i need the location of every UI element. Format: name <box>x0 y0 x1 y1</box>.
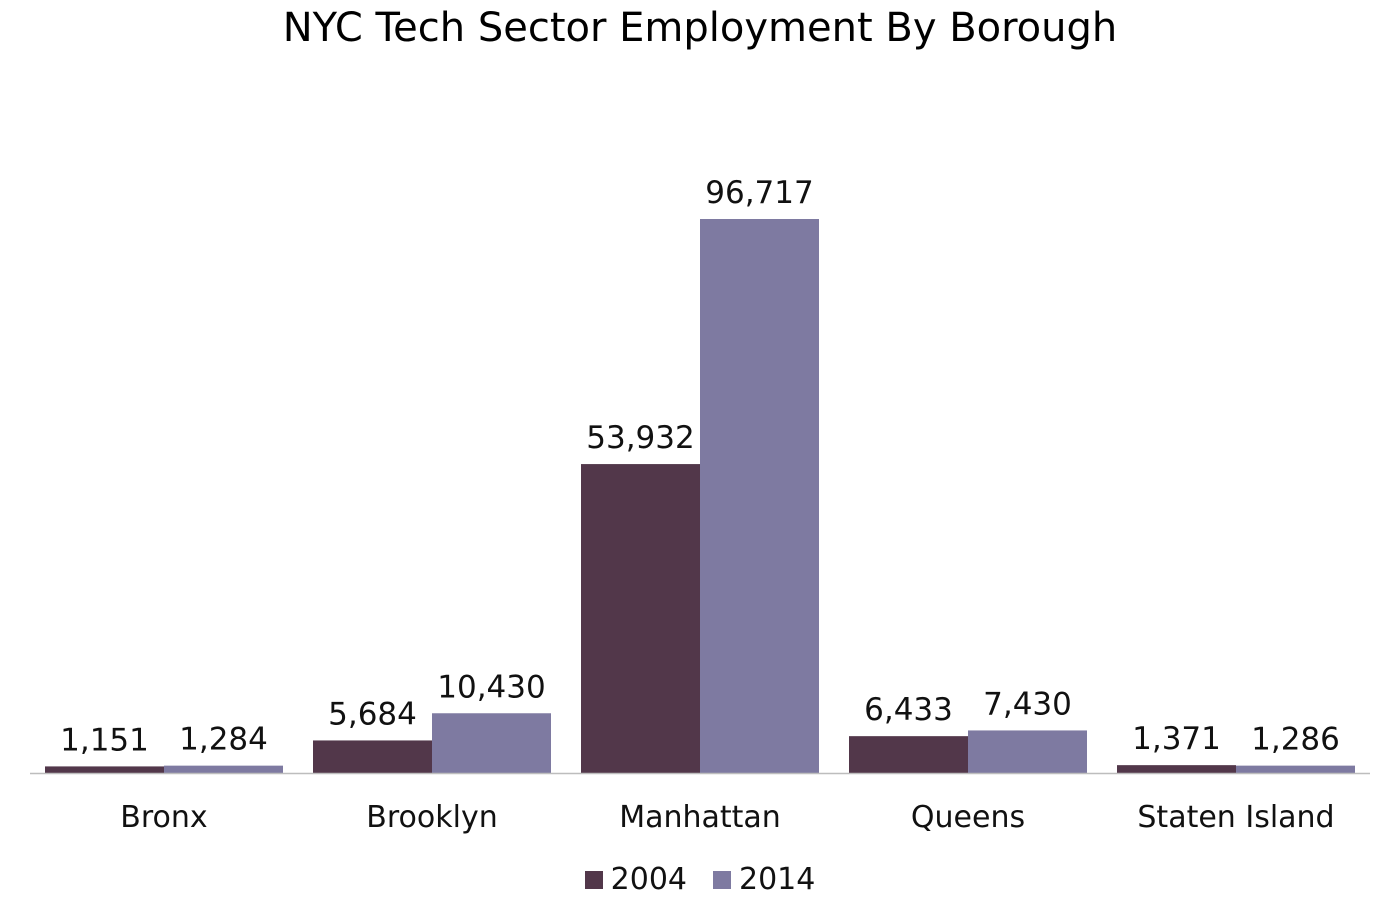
bar-staten-island-2004 <box>1117 765 1236 773</box>
legend-item-2014: 2014 <box>713 862 815 897</box>
x-tick-label-staten-island: Staten Island <box>1137 800 1334 835</box>
bar-queens-2014 <box>968 730 1087 773</box>
legend-item-2004: 2004 <box>584 862 687 897</box>
data-label-queens-2004: 6,433 <box>864 692 953 728</box>
chart-legend: 2004 2014 <box>0 862 1400 897</box>
legend-label-2004: 2004 <box>610 862 687 897</box>
bar-manhattan-2014 <box>700 219 819 773</box>
bar-bronx-2004 <box>45 766 164 773</box>
data-label-queens-2014: 7,430 <box>983 686 1072 722</box>
data-label-staten-island-2014: 1,286 <box>1251 722 1340 758</box>
x-tick-label-manhattan: Manhattan <box>619 800 781 835</box>
x-tick-label-bronx: Bronx <box>120 800 207 835</box>
x-tick-label-queens: Queens <box>911 800 1025 835</box>
legend-swatch-2014 <box>713 870 731 889</box>
x-tick-label-brooklyn: Brooklyn <box>366 800 497 835</box>
bar-brooklyn-2004 <box>313 740 432 773</box>
data-label-brooklyn-2004: 5,684 <box>328 696 417 732</box>
bar-staten-island-2014 <box>1236 765 1355 773</box>
bar-brooklyn-2014 <box>432 713 551 773</box>
chart-title: NYC Tech Sector Employment By Borough <box>282 5 1118 51</box>
data-label-staten-island-2004: 1,371 <box>1132 721 1221 757</box>
legend-label-2014: 2014 <box>739 862 816 897</box>
bar-manhattan-2004 <box>581 464 700 773</box>
bar-bronx-2014 <box>164 765 283 773</box>
data-label-brooklyn-2014: 10,430 <box>437 669 545 705</box>
data-label-bronx-2004: 1,151 <box>60 722 149 758</box>
bar-queens-2004 <box>849 736 968 773</box>
data-label-manhattan-2004: 53,932 <box>586 420 694 456</box>
legend-swatch-2004 <box>584 870 603 889</box>
data-label-bronx-2014: 1,284 <box>179 722 268 758</box>
data-label-manhattan-2014: 96,717 <box>705 175 813 211</box>
